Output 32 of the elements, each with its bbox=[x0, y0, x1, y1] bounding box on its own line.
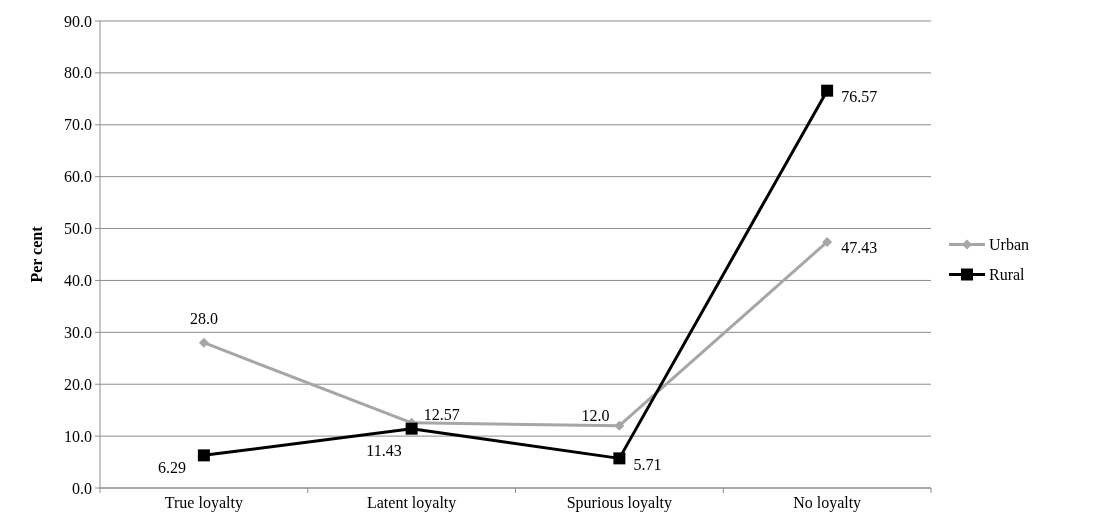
y-tick-label: 30.0 bbox=[64, 323, 92, 341]
point bbox=[614, 420, 625, 431]
point bbox=[405, 422, 418, 435]
legend-label: Rural bbox=[989, 266, 1026, 284]
point bbox=[613, 452, 626, 465]
y-tick-label: 0.0 bbox=[72, 479, 92, 497]
point bbox=[198, 337, 209, 348]
data-label: 76.57 bbox=[841, 88, 878, 106]
data-label: 12.57 bbox=[423, 406, 460, 424]
y-axis-title: Per cent bbox=[28, 225, 45, 283]
x-tick-label: No loyalty bbox=[793, 494, 862, 512]
point bbox=[197, 449, 210, 462]
data-label: 12.0 bbox=[581, 407, 610, 425]
data-label: 11.43 bbox=[366, 442, 402, 460]
point bbox=[822, 236, 833, 247]
x-tick-label: Latent loyalty bbox=[366, 494, 457, 512]
y-tick-label: 70.0 bbox=[64, 116, 92, 134]
y-tick-label: 20.0 bbox=[64, 375, 92, 393]
y-tick-label: 80.0 bbox=[64, 64, 92, 82]
y-tick-label: 90.0 bbox=[64, 12, 92, 30]
y-tick-label: 50.0 bbox=[64, 220, 92, 238]
data-label: 5.71 bbox=[633, 455, 662, 473]
y-tick-label: 40.0 bbox=[64, 272, 92, 290]
data-label: 47.43 bbox=[841, 239, 878, 257]
point bbox=[821, 84, 834, 97]
data-label: 6.29 bbox=[157, 458, 186, 476]
x-tick-label: True loyalty bbox=[164, 494, 243, 512]
y-tick-label: 60.0 bbox=[64, 168, 92, 186]
y-tick-label: 10.0 bbox=[64, 427, 92, 445]
x-tick-label: Spurious loyalty bbox=[566, 494, 673, 512]
legend-label: Urban bbox=[989, 236, 1029, 254]
data-label: 28.0 bbox=[189, 310, 218, 328]
